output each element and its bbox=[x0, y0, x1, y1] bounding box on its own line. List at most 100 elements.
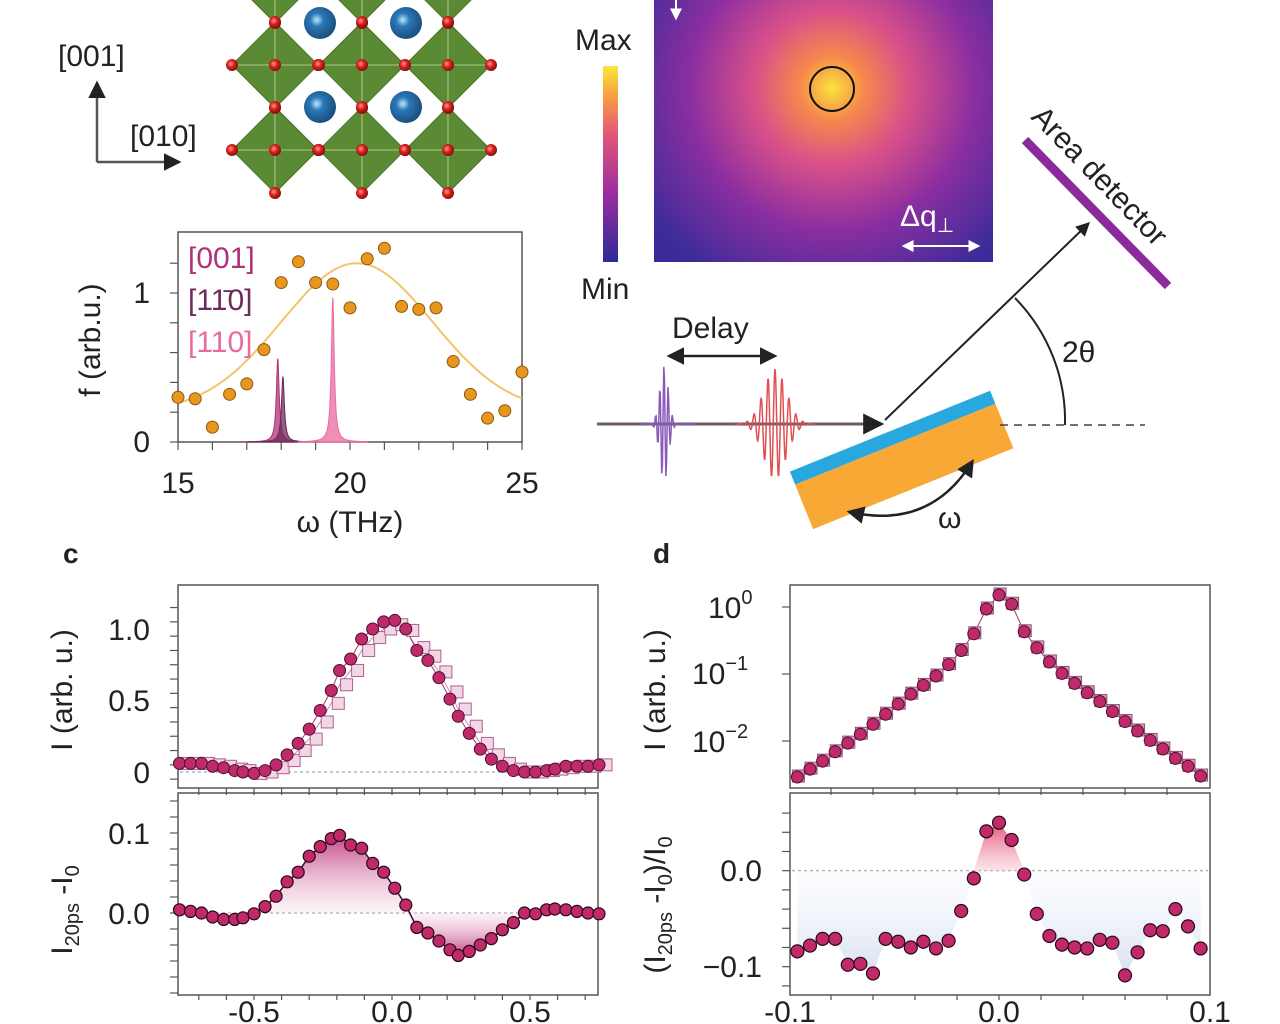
signal-point bbox=[506, 764, 520, 778]
signal-point bbox=[548, 762, 562, 776]
diffraction-heatmap: Δq⊥ Max Min bbox=[575, 0, 993, 306]
signal-point bbox=[592, 758, 606, 772]
difference-point bbox=[1130, 945, 1145, 960]
dq-label: Δq⊥ bbox=[900, 200, 954, 237]
difference-point bbox=[388, 881, 402, 895]
difference-point bbox=[966, 871, 981, 886]
oxygen-atom bbox=[356, 144, 368, 156]
difference-point bbox=[941, 933, 956, 948]
difference-point bbox=[462, 944, 476, 959]
panel-label-c: c bbox=[63, 538, 79, 569]
signal-point bbox=[790, 770, 804, 784]
signal-point bbox=[473, 742, 487, 756]
area-detector-label: Area detector bbox=[1025, 100, 1174, 252]
phonon-plot: 15 20 25 0 1 ω (THz) f (arb.u.) [001] [1… bbox=[74, 231, 539, 539]
difference-point bbox=[291, 865, 305, 879]
y-axis-label-bottom: I20ps -I0 bbox=[46, 865, 84, 955]
difference-point bbox=[1017, 867, 1032, 882]
y-axis-label-top: I (arb. u.) bbox=[639, 629, 672, 751]
x-tick-label: -0.1 bbox=[764, 996, 816, 1024]
delay-label: Delay bbox=[672, 312, 749, 345]
oxygen-atom bbox=[269, 187, 281, 199]
two-theta-arc bbox=[1014, 297, 1067, 426]
signal-point bbox=[172, 756, 186, 770]
signal-point bbox=[217, 761, 231, 775]
signal-line bbox=[797, 594, 1201, 778]
data-point bbox=[257, 343, 271, 357]
signal-point bbox=[1005, 597, 1019, 611]
signal-point bbox=[355, 632, 369, 646]
difference-point bbox=[1143, 923, 1158, 938]
signal-point bbox=[828, 745, 842, 759]
peak-[110] bbox=[297, 297, 368, 443]
panel-label-d: d bbox=[653, 538, 670, 569]
signal-point bbox=[1168, 751, 1182, 765]
data-point bbox=[240, 377, 254, 391]
difference-point bbox=[1117, 968, 1133, 983]
signal-point bbox=[184, 756, 198, 770]
difference-point bbox=[517, 906, 532, 920]
signal-point bbox=[967, 627, 981, 641]
data-point bbox=[291, 255, 305, 269]
difference-point bbox=[528, 907, 543, 921]
signal-point bbox=[1156, 742, 1170, 756]
y-tick-label: 0.1 bbox=[108, 818, 150, 851]
x-tick-label: -0.5 bbox=[228, 996, 280, 1024]
oxygen-atom bbox=[356, 187, 368, 199]
difference-point bbox=[903, 940, 918, 955]
data-point bbox=[171, 390, 185, 404]
x-tick-label: 25 bbox=[505, 467, 538, 500]
data-point bbox=[326, 277, 340, 291]
signal-point bbox=[1080, 686, 1094, 700]
y-tick-label: 10−2 bbox=[692, 721, 748, 759]
difference-point bbox=[1080, 941, 1095, 956]
data-point bbox=[498, 404, 512, 418]
y-tick-label: 0 bbox=[133, 757, 150, 790]
film-layer bbox=[789, 390, 996, 485]
data-point bbox=[360, 252, 374, 266]
difference-point bbox=[592, 907, 606, 921]
legend-110: [110] bbox=[188, 326, 253, 359]
axis-up-label: [001] bbox=[58, 40, 125, 73]
oxygen-atom bbox=[485, 144, 497, 156]
y-tick-label: 10−1 bbox=[692, 653, 748, 691]
oxygen-atom bbox=[313, 59, 325, 71]
signal-point bbox=[891, 697, 905, 711]
signal-point bbox=[1194, 769, 1208, 783]
difference-point bbox=[377, 865, 391, 879]
difference-point bbox=[194, 906, 209, 920]
oxygen-atom bbox=[442, 144, 454, 156]
signal-point bbox=[904, 687, 918, 701]
plot-frame-top bbox=[789, 584, 1211, 789]
plot-frame-bottom bbox=[177, 792, 599, 996]
difference-point bbox=[1155, 924, 1170, 939]
difference-point bbox=[247, 907, 261, 921]
data-point bbox=[429, 301, 443, 315]
signal-point bbox=[388, 613, 402, 627]
signal-point bbox=[841, 736, 855, 750]
difference-point bbox=[865, 966, 881, 981]
y-tick-label: 0.5 bbox=[108, 685, 150, 718]
signal-line bbox=[179, 619, 600, 774]
difference-point bbox=[366, 856, 380, 871]
oxygen-atom bbox=[313, 144, 325, 156]
signal-point bbox=[258, 764, 272, 778]
difference-point bbox=[495, 923, 509, 937]
y-tick-label: 0.0 bbox=[108, 898, 150, 931]
crystal-structure bbox=[226, 0, 497, 199]
difference-point bbox=[878, 931, 893, 946]
signal-point bbox=[1143, 733, 1157, 747]
data-point bbox=[274, 276, 288, 290]
oxygen-atom bbox=[269, 101, 281, 113]
a-site-atom bbox=[390, 91, 422, 123]
difference-point bbox=[399, 898, 413, 912]
signal-point bbox=[462, 726, 476, 740]
signal-point bbox=[559, 759, 573, 773]
difference-point bbox=[928, 941, 944, 956]
signal-point bbox=[916, 678, 930, 692]
data-point bbox=[343, 301, 357, 315]
difference-point bbox=[1105, 935, 1120, 950]
oxygen-atom bbox=[442, 59, 454, 71]
difference-point bbox=[570, 904, 584, 919]
signal-point bbox=[803, 762, 817, 776]
